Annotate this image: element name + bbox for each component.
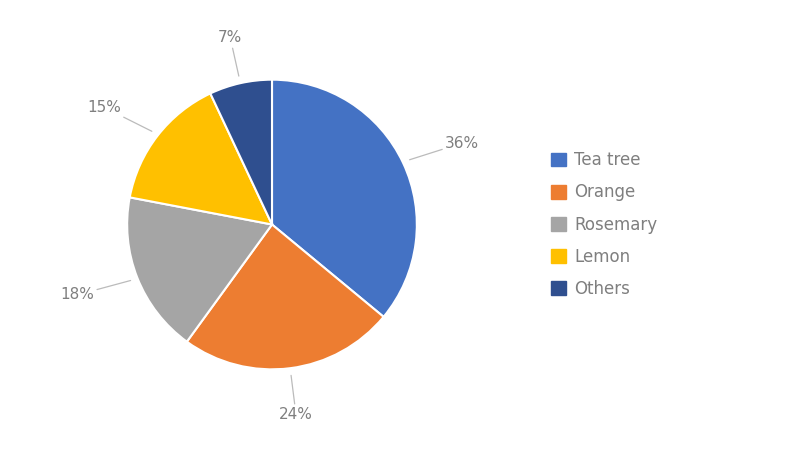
Text: 18%: 18% (60, 281, 130, 302)
Wedge shape (272, 79, 417, 317)
Legend: Tea tree, Orange, Rosemary, Lemon, Others: Tea tree, Orange, Rosemary, Lemon, Other… (544, 145, 664, 304)
Wedge shape (127, 198, 272, 342)
Text: 24%: 24% (279, 375, 313, 422)
Text: 36%: 36% (410, 136, 479, 160)
Text: 7%: 7% (218, 31, 242, 76)
Text: 15%: 15% (87, 100, 152, 131)
Wedge shape (210, 79, 272, 224)
Wedge shape (187, 224, 384, 370)
Wedge shape (130, 93, 272, 224)
